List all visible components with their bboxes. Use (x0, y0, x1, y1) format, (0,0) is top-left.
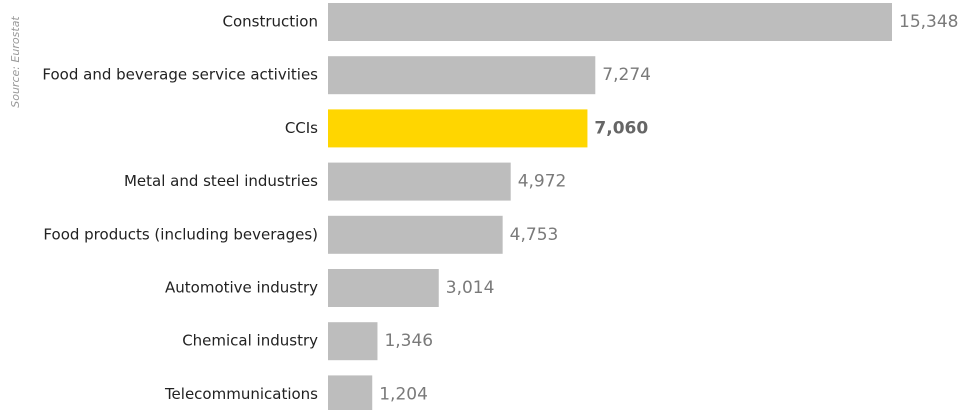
source-note: Source: Eurostat (9, 16, 22, 108)
value-label: 1,346 (384, 331, 433, 351)
category-label: Food products (including beverages) (43, 225, 318, 243)
category-label: CCIs (285, 119, 318, 137)
value-label: 7,274 (602, 65, 651, 85)
bar (328, 109, 588, 148)
category-label: Construction (222, 13, 318, 31)
value-label: 4,753 (510, 225, 559, 245)
value-label: 4,972 (518, 172, 567, 192)
value-label: 7,060 (594, 118, 648, 138)
category-label: Food and beverage service activities (42, 66, 318, 84)
bar (328, 322, 378, 361)
value-label: 3,014 (446, 278, 495, 298)
bar (328, 269, 439, 307)
value-label: 15,348 (899, 12, 958, 32)
category-label: Automotive industry (165, 279, 318, 297)
bar (328, 162, 511, 201)
bar (328, 56, 596, 95)
value-label: 1,204 (379, 384, 428, 404)
bar (328, 3, 892, 41)
category-label: Telecommunications (164, 385, 318, 403)
category-label: Metal and steel industries (124, 172, 318, 190)
bar (328, 215, 503, 254)
bar (328, 375, 373, 414)
category-label: Chemical industry (182, 332, 318, 350)
